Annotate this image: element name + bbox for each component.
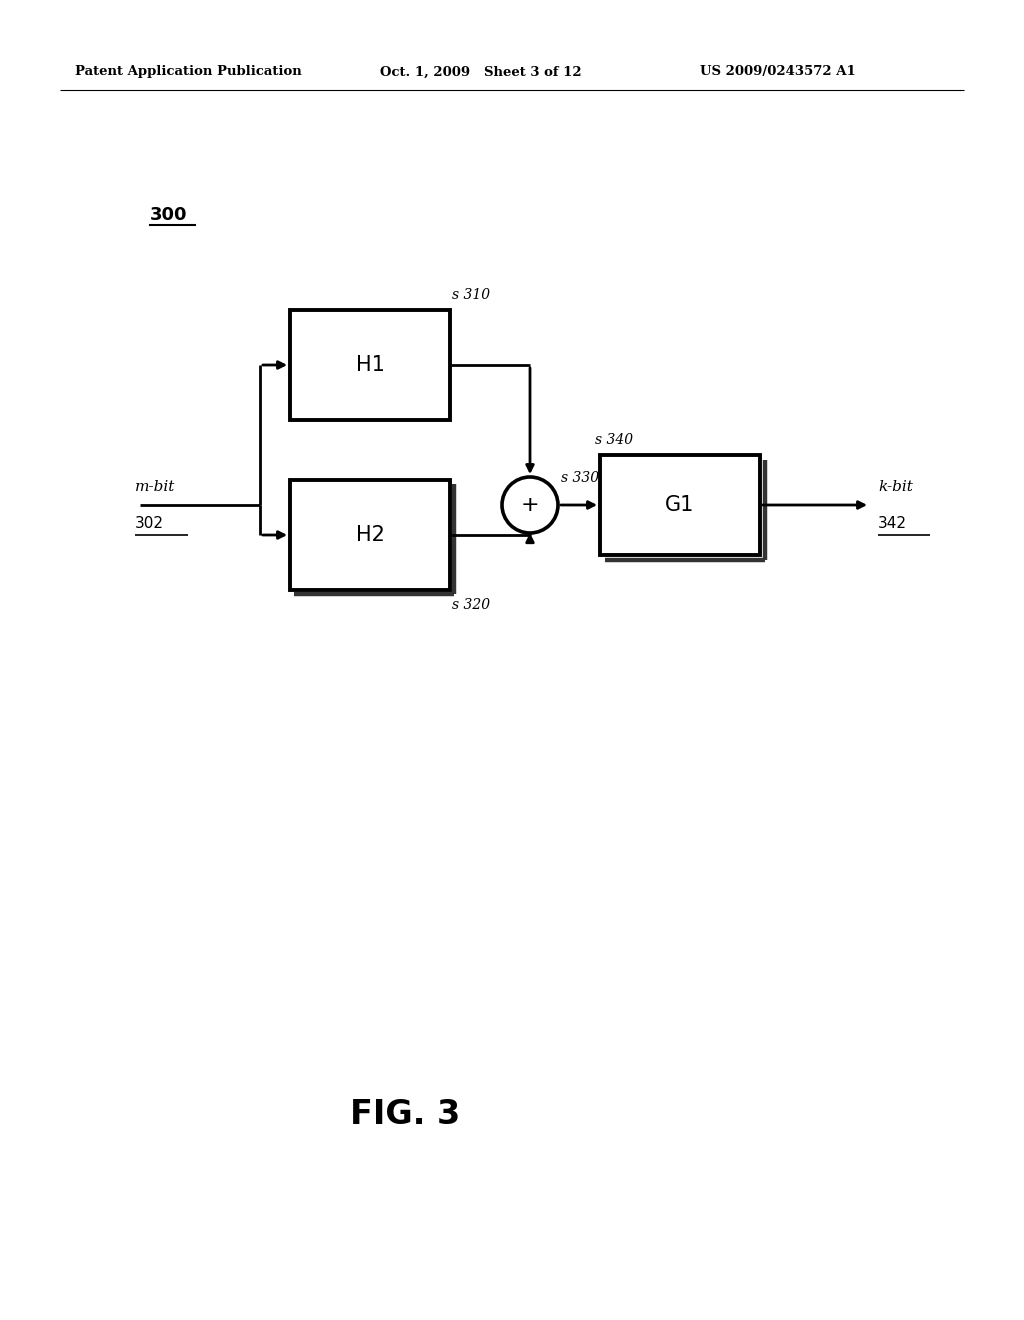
Bar [600,455,760,554]
Text: 302: 302 [135,516,164,531]
Text: FIG. 3: FIG. 3 [350,1098,460,1131]
Text: s 320: s 320 [452,598,490,612]
Text: H1: H1 [355,355,384,375]
Text: US 2009/0243572 A1: US 2009/0243572 A1 [700,66,856,78]
Text: +: + [520,495,540,515]
Text: 342: 342 [878,516,907,531]
Text: H2: H2 [355,525,384,545]
Text: m-bit: m-bit [135,480,175,494]
Text: Oct. 1, 2009   Sheet 3 of 12: Oct. 1, 2009 Sheet 3 of 12 [380,66,582,78]
Text: s 340: s 340 [595,433,633,447]
Bar [290,310,450,420]
Text: k-bit: k-bit [878,480,912,494]
Text: s 310: s 310 [452,288,490,302]
Text: 300: 300 [150,206,187,224]
Text: Patent Application Publication: Patent Application Publication [75,66,302,78]
Bar [290,480,450,590]
Circle shape [502,477,558,533]
Text: s 330: s 330 [561,471,599,484]
Text: G1: G1 [666,495,694,515]
